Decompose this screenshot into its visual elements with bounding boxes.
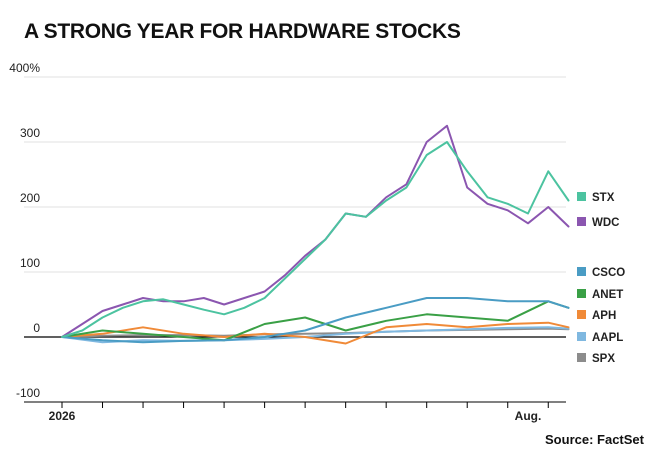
y-tick-label: 400% xyxy=(9,61,40,75)
series-line-csco xyxy=(61,297,570,344)
y-tick-label: 0 xyxy=(33,321,40,335)
legend-label-anet: ANET xyxy=(592,289,623,301)
series-line-stx xyxy=(61,141,570,338)
legend-swatch-wdc xyxy=(577,217,586,226)
legend-label-aapl: AAPL xyxy=(592,332,623,344)
legend-swatch-anet xyxy=(577,289,586,298)
y-tick-label: 300 xyxy=(20,126,40,140)
legend-swatch-aph xyxy=(577,310,586,319)
legend: STX WDC CSCO ANET APH AAPL SPX xyxy=(577,192,625,365)
x-axis: 2026 Aug. xyxy=(24,401,566,423)
series-line-aapl xyxy=(61,326,570,344)
legend-label-csco: CSCO xyxy=(592,267,625,279)
y-axis-ticks: 400% 300 200 100 0 -100 xyxy=(9,61,40,400)
series-lines xyxy=(61,124,570,345)
series-line-wdc xyxy=(61,124,570,338)
y-tick-label: 200 xyxy=(20,191,40,205)
y-tick-label: 100 xyxy=(20,256,40,270)
legend-swatch-aapl xyxy=(577,332,586,341)
grid-layer xyxy=(24,76,566,403)
legend-swatch-csco xyxy=(577,267,586,276)
legend-label-aph: APH xyxy=(592,310,616,322)
legend-label-wdc: WDC xyxy=(592,217,619,229)
source-note: Source: FactSet xyxy=(545,432,644,447)
y-tick-label: -100 xyxy=(16,386,40,400)
legend-swatch-stx xyxy=(577,192,586,201)
x-tick-label: Aug. xyxy=(515,409,542,423)
legend-swatch-spx xyxy=(577,353,586,362)
legend-label-spx: SPX xyxy=(592,353,615,365)
x-tick-label: 2026 xyxy=(49,409,76,423)
legend-label-stx: STX xyxy=(592,192,615,204)
chart-title: A STRONG YEAR FOR HARDWARE STOCKS xyxy=(24,20,461,43)
series-line-aph xyxy=(61,321,570,345)
